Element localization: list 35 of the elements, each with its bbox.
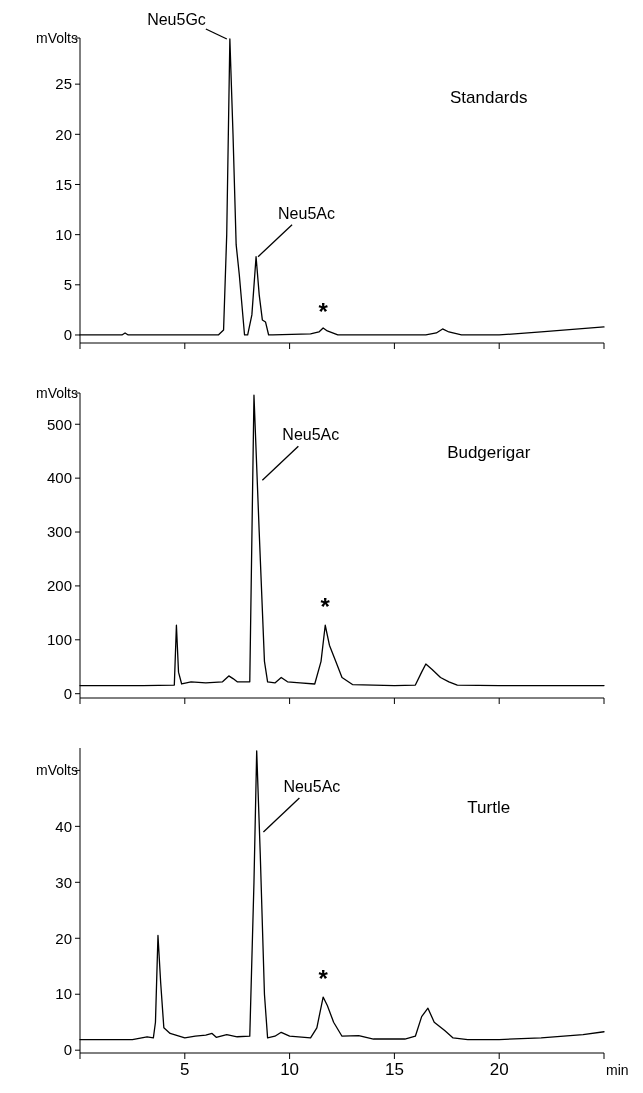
y-axis-title: mVolts [35, 29, 78, 46]
y-tick-label: 0 [63, 1041, 72, 1059]
y-tick-label: 30 [55, 873, 72, 891]
annotation: Neu5Gc [147, 11, 206, 28]
y-tick-label: 0 [63, 326, 72, 344]
y-tick-label: 0 [63, 684, 72, 702]
annotation: * [318, 965, 329, 993]
y-tick-label: 500 [46, 415, 72, 433]
x-tick-label: 15 [384, 1060, 404, 1079]
y-tick-label: 25 [55, 75, 72, 93]
y-tick-label: 15 [55, 175, 72, 193]
annotation: * [320, 593, 331, 621]
y-tick-label: 10 [55, 225, 72, 243]
text: Budgerigar [447, 443, 531, 462]
y-tick-label: 300 [46, 523, 72, 541]
y-axis-title: mVolts [35, 384, 78, 401]
y-axis-title: mVolts [35, 762, 78, 779]
x-tick-label: 20 [489, 1060, 509, 1079]
annotation: Neu5Ac [282, 426, 340, 444]
x-tick-label: 10 [280, 1060, 300, 1079]
x-tick-label: 5 [180, 1060, 190, 1079]
y-tick-label: 5 [63, 276, 72, 294]
y-tick-label: 20 [55, 125, 72, 143]
annotation: * [318, 297, 329, 325]
y-tick-label: 20 [55, 929, 72, 947]
x-axis-title: min [606, 1062, 629, 1078]
y-tick-label: 10 [55, 985, 72, 1003]
text: Standards [449, 88, 528, 107]
text: Turtle [467, 798, 511, 817]
annotation: Neu5Ac [283, 777, 341, 795]
y-tick-label: 200 [46, 577, 72, 595]
annotation: Neu5Ac [278, 204, 335, 222]
y-tick-label: 400 [46, 469, 72, 487]
y-tick-label: 40 [55, 817, 72, 835]
y-tick-label: 100 [46, 631, 72, 649]
